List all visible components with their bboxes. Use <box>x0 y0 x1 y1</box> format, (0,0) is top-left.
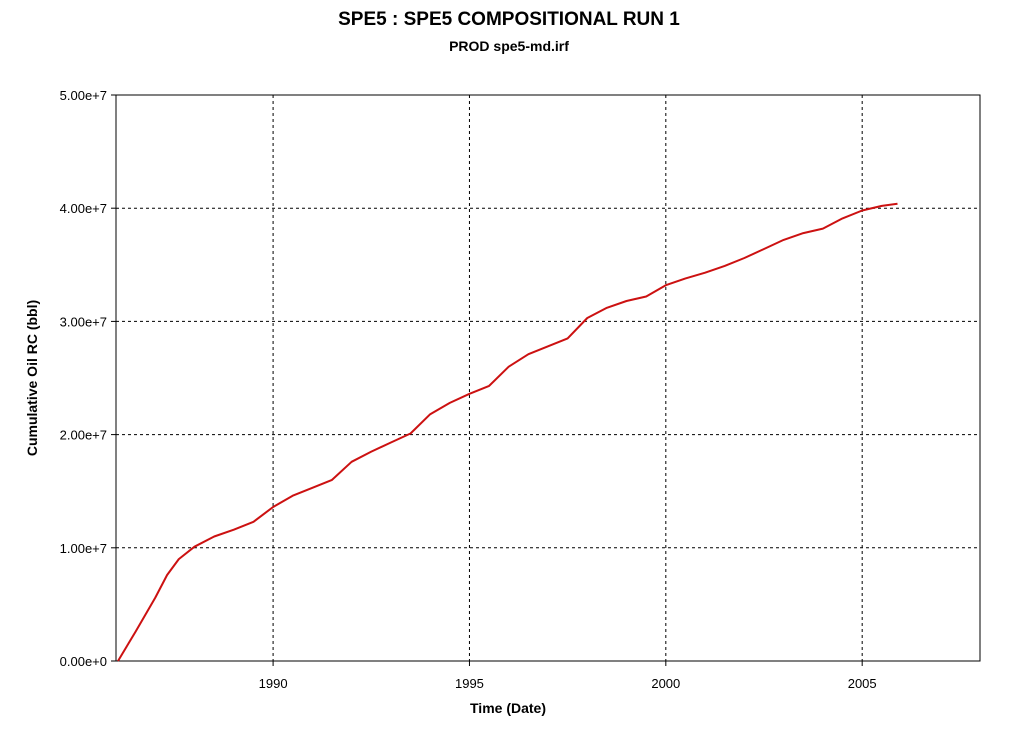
series-group <box>117 202 898 662</box>
chart-subtitle: PROD spe5-md.irf <box>449 38 569 54</box>
y-tick-labels: 0.00e+0 1.00e+7 2.00e+7 3.00e+7 4.00e+7 5.00e… <box>60 88 107 669</box>
x-tick-label: 1995 <box>455 676 484 691</box>
x-tick-labels: 1990 1995 2000 2005 <box>259 676 877 691</box>
axis-ticks <box>111 94 863 666</box>
y-tick-label: 0.00e+0 <box>60 654 107 669</box>
series-line-cumulative-oil <box>117 202 898 662</box>
y-tick-label: 3.00e+7 <box>60 314 107 329</box>
y-tick-label: 4.00e+7 <box>60 201 107 216</box>
y-tick-label: 1.00e+7 <box>60 541 107 556</box>
x-tick-label: 2005 <box>848 676 877 691</box>
plot-area-frame <box>115 94 981 662</box>
y-tick-label: 2.00e+7 <box>60 428 107 443</box>
grid-lines <box>116 95 980 661</box>
chart-title: SPE5 : SPE5 COMPOSITIONAL RUN 1 <box>338 9 680 30</box>
x-axis-title: Time (Date) <box>470 700 546 716</box>
x-tick-label: 2000 <box>651 676 680 691</box>
y-axis-title: Cumulative Oil RC (bbl) <box>24 300 40 456</box>
y-tick-label: 5.00e+7 <box>60 88 107 103</box>
x-tick-label: 1990 <box>259 676 288 691</box>
